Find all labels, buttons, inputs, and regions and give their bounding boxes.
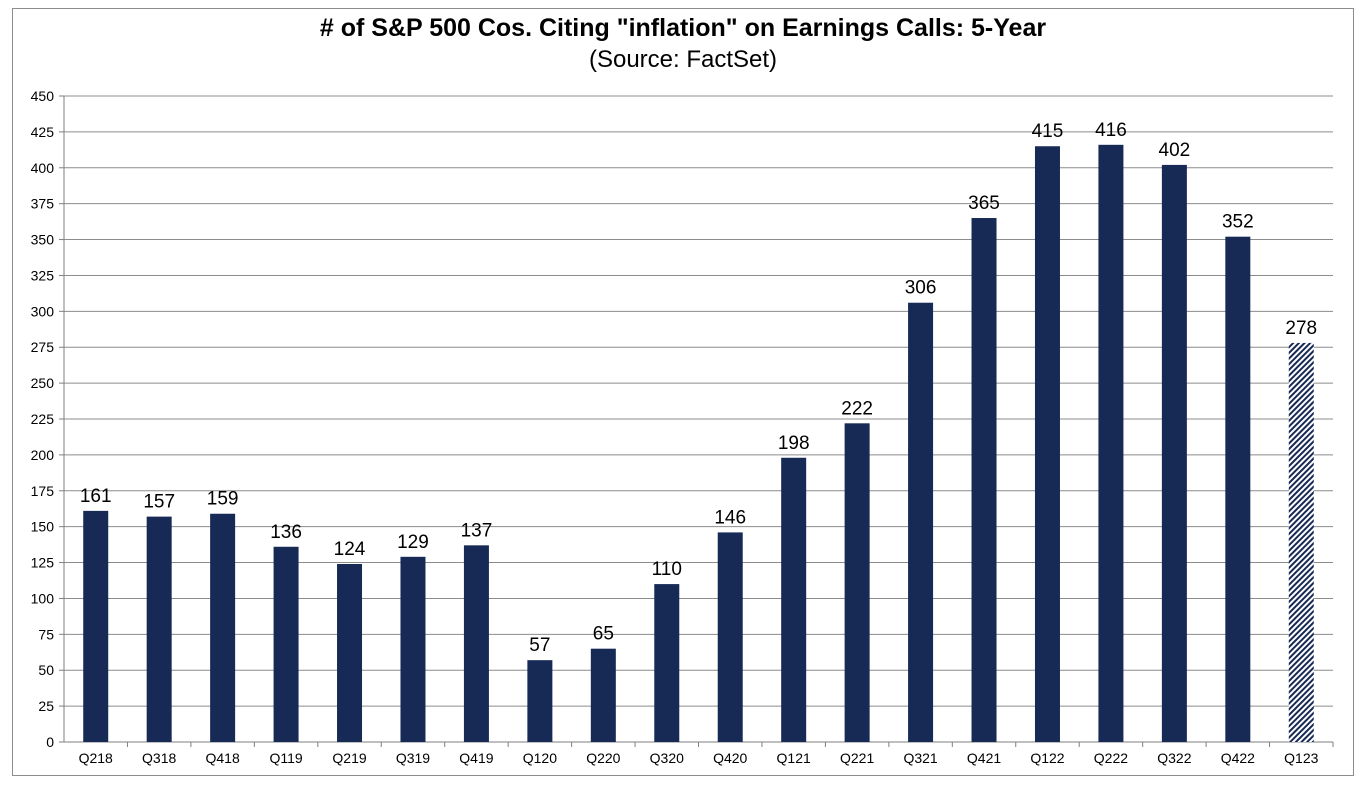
bar <box>1161 164 1187 742</box>
y-tick-label: 275 <box>31 339 55 355</box>
x-tick-label: Q320 <box>650 750 684 766</box>
x-tick-label: Q119 <box>269 750 302 766</box>
x-tick-label: Q121 <box>777 750 811 766</box>
y-tick-label: 300 <box>31 303 55 319</box>
data-label: 198 <box>778 433 810 454</box>
x-tick-label: Q219 <box>332 750 366 766</box>
data-label: 157 <box>143 492 175 513</box>
data-label: 352 <box>1222 212 1254 233</box>
y-tick-label: 400 <box>31 160 55 176</box>
x-tick-label: Q319 <box>396 750 430 766</box>
y-tick-label: 225 <box>31 411 55 427</box>
y-tick-label: 75 <box>38 626 54 642</box>
y-tick-label: 25 <box>38 698 54 714</box>
y-tick-label: 125 <box>31 555 55 571</box>
y-tick-label: 150 <box>31 519 55 535</box>
x-tick-label: Q218 <box>79 750 113 766</box>
y-tick-label: 425 <box>31 124 55 140</box>
bar <box>781 457 807 742</box>
y-tick-label: 325 <box>31 267 55 283</box>
data-label: 137 <box>461 520 493 541</box>
data-label: 415 <box>1032 121 1064 142</box>
data-label: 402 <box>1159 140 1191 161</box>
x-tick-label: Q318 <box>142 750 176 766</box>
bar <box>1034 146 1060 742</box>
bar <box>844 423 870 742</box>
bar <box>971 218 997 742</box>
x-tick-label: Q419 <box>459 750 493 766</box>
x-tick-label: Q422 <box>1221 750 1255 766</box>
y-tick-label: 375 <box>31 196 55 212</box>
data-label: 278 <box>1285 318 1317 339</box>
data-label: 110 <box>652 559 682 580</box>
y-tick-label: 200 <box>31 447 55 463</box>
data-label: 161 <box>80 486 112 507</box>
bar <box>1288 342 1314 742</box>
bar <box>654 584 680 742</box>
bar <box>400 556 426 742</box>
bar <box>908 302 934 742</box>
x-tick-label: Q420 <box>713 750 747 766</box>
x-tick-label: Q123 <box>1284 750 1318 766</box>
bar <box>83 510 109 742</box>
chart-title: # of S&P 500 Cos. Citing "inflation" on … <box>319 14 1047 42</box>
bar <box>527 660 553 742</box>
x-tick-label: Q220 <box>586 750 620 766</box>
x-tick-label: Q222 <box>1094 750 1128 766</box>
x-tick-label: Q122 <box>1030 750 1064 766</box>
y-tick-label: 250 <box>31 375 55 391</box>
data-label: 365 <box>968 193 1000 214</box>
data-label: 65 <box>593 624 614 645</box>
data-label: 129 <box>397 532 429 553</box>
y-tick-label: 50 <box>38 662 54 678</box>
bar <box>590 648 616 742</box>
x-tick-label: Q321 <box>903 750 937 766</box>
y-tick-label: 450 <box>31 88 55 104</box>
x-tick-label: Q421 <box>967 750 1001 766</box>
bar <box>463 545 489 742</box>
y-tick-label: 175 <box>31 483 55 499</box>
bar <box>337 563 363 742</box>
data-label: 306 <box>905 278 937 299</box>
x-tick-label: Q418 <box>206 750 240 766</box>
x-tick-label: Q120 <box>523 750 557 766</box>
data-label: 222 <box>841 398 873 419</box>
bar <box>146 516 172 742</box>
y-tick-label: 100 <box>31 590 55 606</box>
bar <box>1098 144 1124 742</box>
data-label: 416 <box>1095 120 1127 141</box>
bar <box>273 546 299 742</box>
y-tick-label: 0 <box>46 734 54 750</box>
chart-subtitle: (Source: FactSet) <box>588 46 778 73</box>
bar <box>717 532 743 742</box>
chart-frame <box>12 8 1354 776</box>
data-label: 136 <box>270 522 302 543</box>
bar <box>210 513 236 742</box>
y-tick-label: 350 <box>31 232 55 248</box>
data-label: 124 <box>334 539 366 560</box>
x-tick-label: Q221 <box>840 750 874 766</box>
data-label: 159 <box>207 489 239 510</box>
data-label: 57 <box>529 635 550 656</box>
bar <box>1225 236 1251 742</box>
x-tick-label: Q322 <box>1157 750 1191 766</box>
data-label: 146 <box>714 507 746 528</box>
